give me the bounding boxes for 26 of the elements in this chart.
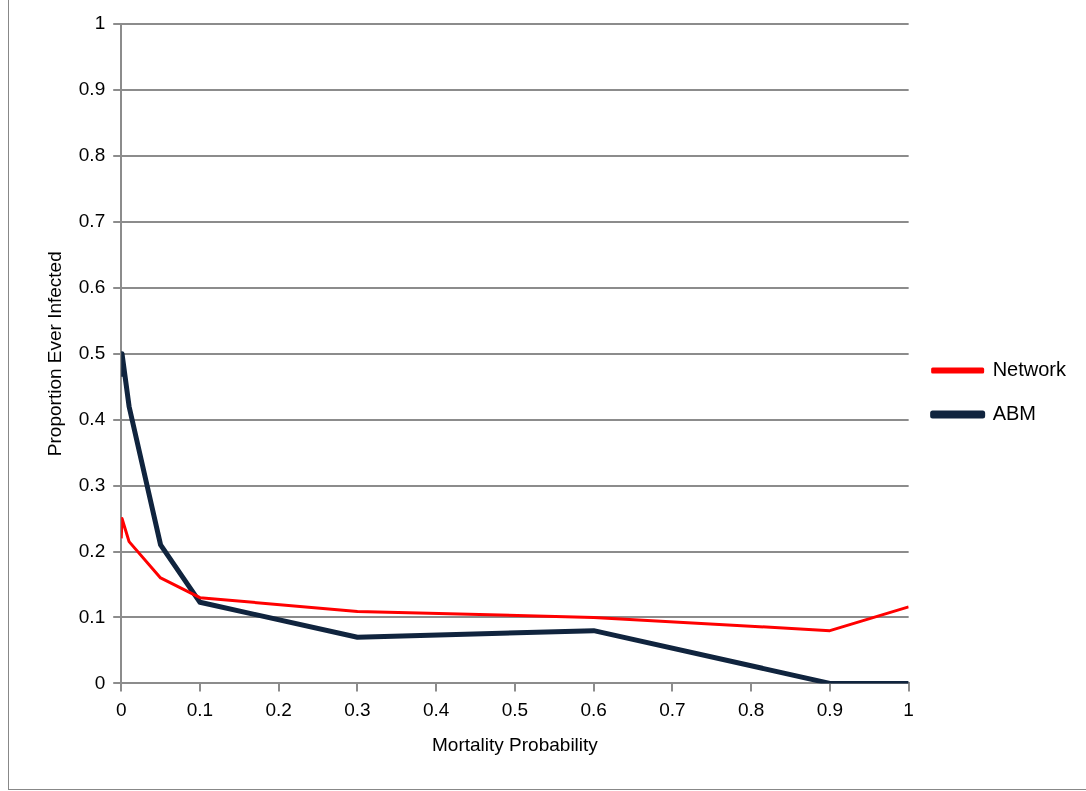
x-tick-label: 0.2	[265, 699, 292, 721]
y-tick-label: 0.8	[78, 144, 106, 166]
x-axis-title: Mortality Probability	[432, 733, 599, 755]
y-tick-label: 0	[94, 671, 106, 693]
y-tick-label: 1	[94, 12, 106, 34]
x-tick-label: 0.6	[580, 699, 607, 721]
y-tick-label: 0.4	[78, 407, 106, 429]
x-tick-label: 0.1	[186, 699, 214, 721]
x-tick-label: 0.5	[501, 699, 529, 721]
x-tick-label: 0.8	[737, 699, 765, 721]
y-tick-label: 0.6	[78, 275, 106, 297]
x-tick-label: 0	[115, 699, 127, 721]
x-tick-label: 0.7	[659, 699, 686, 721]
y-tick-label: 0.9	[78, 78, 106, 100]
legend-label: ABM	[992, 402, 1036, 425]
x-tick-label: 0.9	[816, 699, 844, 721]
y-tick-label: 0.3	[78, 473, 106, 495]
legend-label: Network	[992, 358, 1067, 381]
y-tick-label: 0.2	[78, 539, 106, 561]
y-axis-title: Proportion Ever Infected	[43, 251, 65, 457]
y-tick-label: 0.5	[78, 341, 106, 363]
y-tick-label: 0.1	[78, 605, 106, 627]
x-tick-label: 1	[903, 699, 914, 721]
x-tick-label: 0.4	[422, 699, 450, 721]
y-tick-label: 0.7	[78, 210, 106, 232]
x-tick-label: 0.3	[344, 699, 371, 721]
